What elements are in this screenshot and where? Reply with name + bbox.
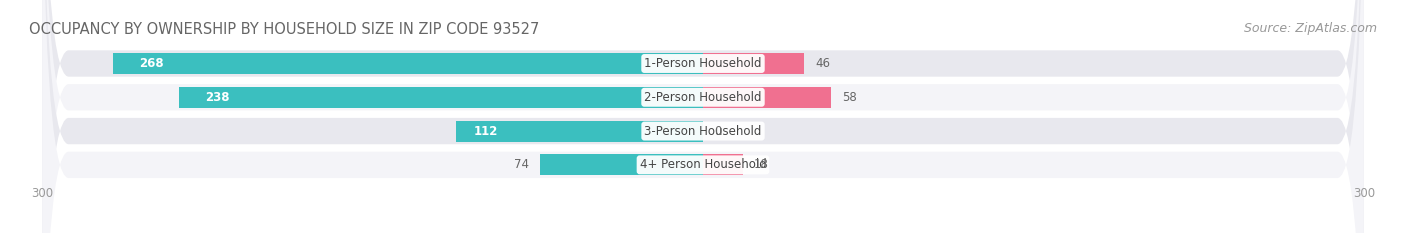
Text: 46: 46: [815, 57, 831, 70]
Bar: [703, 87, 831, 108]
Text: 238: 238: [205, 91, 229, 104]
Text: 0: 0: [714, 125, 721, 137]
Text: 74: 74: [515, 158, 529, 171]
FancyBboxPatch shape: [42, 0, 1364, 233]
Text: 58: 58: [842, 91, 856, 104]
FancyBboxPatch shape: [42, 0, 1364, 233]
Text: 2-Person Household: 2-Person Household: [644, 91, 762, 104]
Text: OCCUPANCY BY OWNERSHIP BY HOUSEHOLD SIZE IN ZIP CODE 93527: OCCUPANCY BY OWNERSHIP BY HOUSEHOLD SIZE…: [30, 22, 540, 37]
Bar: [703, 53, 804, 74]
Text: 112: 112: [474, 125, 498, 137]
Text: Source: ZipAtlas.com: Source: ZipAtlas.com: [1244, 22, 1376, 35]
Text: 1-Person Household: 1-Person Household: [644, 57, 762, 70]
Text: 4+ Person Household: 4+ Person Household: [640, 158, 766, 171]
Bar: [112, 53, 703, 74]
Text: 18: 18: [754, 158, 769, 171]
Bar: [457, 121, 703, 141]
Bar: [179, 87, 703, 108]
FancyBboxPatch shape: [42, 0, 1364, 233]
Text: 268: 268: [139, 57, 163, 70]
Bar: [703, 154, 742, 175]
Bar: [540, 154, 703, 175]
FancyBboxPatch shape: [42, 0, 1364, 233]
Text: 3-Person Household: 3-Person Household: [644, 125, 762, 137]
